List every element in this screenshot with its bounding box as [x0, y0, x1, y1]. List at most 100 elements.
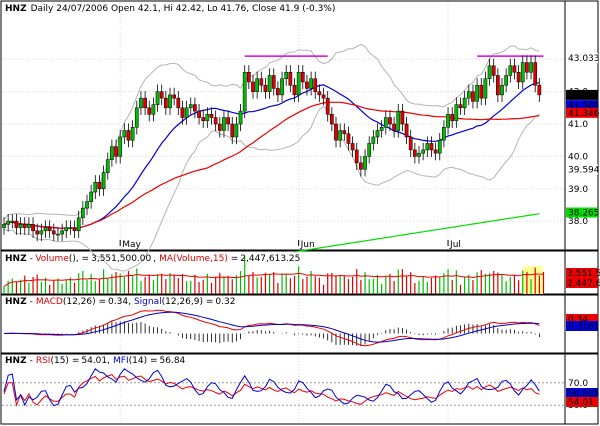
volume-right-labels: 3,551,5002,447,613 [566, 268, 600, 289]
candle-body [172, 94, 177, 99]
volume-ma-line [3, 272, 544, 288]
candle-body [151, 104, 156, 115]
candle-body [396, 110, 401, 131]
candle-body [325, 97, 330, 115]
rsi-right-labels: 56.835254.01 [566, 388, 600, 408]
macd-right-label-bg [566, 314, 598, 324]
candle-body [93, 182, 98, 193]
price-tick-label: 41.0 [568, 120, 588, 130]
price-right-label-bg [566, 207, 598, 218]
candle-body [2, 224, 6, 228]
candle-body [421, 149, 425, 154]
candle-body [454, 104, 459, 122]
candle-body [338, 130, 342, 141]
candle-body [330, 114, 334, 125]
candle-body [193, 104, 197, 112]
candle-body [442, 127, 446, 141]
candle-body [56, 233, 60, 236]
macd-line [3, 309, 540, 347]
candle-body [271, 75, 276, 89]
price-right-label-bg [566, 53, 598, 64]
candle-body [371, 136, 376, 144]
candle-body [359, 162, 363, 170]
candle-body [496, 75, 500, 96]
price-right-label-bg [566, 164, 598, 175]
candle-body [85, 201, 89, 209]
candle-body [367, 143, 372, 157]
candle-body [462, 97, 467, 109]
volume-right-label: 2,447,613 [567, 279, 600, 289]
candle-body [466, 91, 471, 99]
candle-body [10, 220, 15, 223]
candle-body [400, 110, 405, 125]
candle-body [487, 65, 492, 79]
price-tick-label: 38.0 [568, 217, 588, 227]
candle-body [471, 91, 475, 102]
candle-body [130, 127, 135, 141]
candle-body [122, 130, 127, 138]
candle-body [446, 114, 450, 128]
candle-body [68, 227, 73, 229]
macd-right-label-bg [566, 321, 598, 331]
candle-body [222, 117, 226, 131]
candle-body [114, 146, 118, 157]
candle-body [72, 227, 77, 232]
candle-body [176, 97, 181, 109]
candle-body [47, 227, 52, 232]
volume-bars [3, 257, 545, 294]
candle-body [334, 123, 338, 141]
chart-header: HNZ Daily 24/07/2006 Open 42.1, Hi 42.42,… [5, 4, 335, 14]
candle-body [242, 72, 247, 112]
price-panel-frame [0, 0, 599, 251]
candle-body [226, 117, 230, 125]
candle-body [408, 136, 413, 151]
candle-body [60, 230, 64, 235]
rsi-level-label: 70.0 [568, 379, 588, 389]
candle-body [437, 139, 442, 154]
volume-right-label-bg [566, 268, 598, 278]
candle-body [354, 149, 359, 164]
candle-body [247, 72, 251, 83]
candle-body [433, 149, 438, 154]
candle-body [259, 78, 264, 86]
candle-body [404, 123, 409, 138]
price-right-label: 41.346 [568, 109, 600, 119]
candle-body [35, 230, 40, 235]
candle-body [346, 133, 351, 144]
candle-body [188, 104, 193, 109]
candle-body [537, 84, 542, 96]
candle-body [520, 62, 525, 83]
candle-body [475, 84, 479, 102]
candle-body [39, 230, 44, 235]
candle-body [263, 84, 268, 92]
candle-body [147, 107, 152, 115]
bollinger-lower-line [3, 105, 540, 272]
candle-body [155, 91, 160, 105]
candle-body [251, 81, 255, 92]
candle-body [197, 110, 201, 118]
candle-body [139, 97, 143, 109]
candle-body [118, 136, 123, 157]
mfi-line [3, 368, 540, 407]
candle-body [350, 143, 355, 151]
candle-body [300, 72, 305, 83]
candle-body [213, 117, 218, 125]
candle-body [313, 78, 318, 92]
candle-body [18, 224, 23, 228]
candle-body [43, 227, 48, 232]
candle-body [292, 84, 297, 96]
candle-body [238, 110, 243, 125]
candle-body [134, 107, 139, 128]
signal-line [4, 311, 540, 343]
macd-right-label: 0.31613 [568, 322, 600, 332]
candle-body [516, 72, 521, 83]
macd-header: HNZ - MACD(12,26) = 0.34, Signal(12,26,9) = 0… [5, 297, 235, 307]
candle-body [375, 130, 380, 138]
price-right-label: 38.2656 [568, 209, 600, 219]
candle-body [363, 156, 367, 170]
candle-body [450, 114, 455, 122]
candle-body [234, 123, 239, 138]
candle-body [383, 117, 388, 128]
candle-body [76, 217, 81, 232]
candle-body [255, 78, 260, 92]
